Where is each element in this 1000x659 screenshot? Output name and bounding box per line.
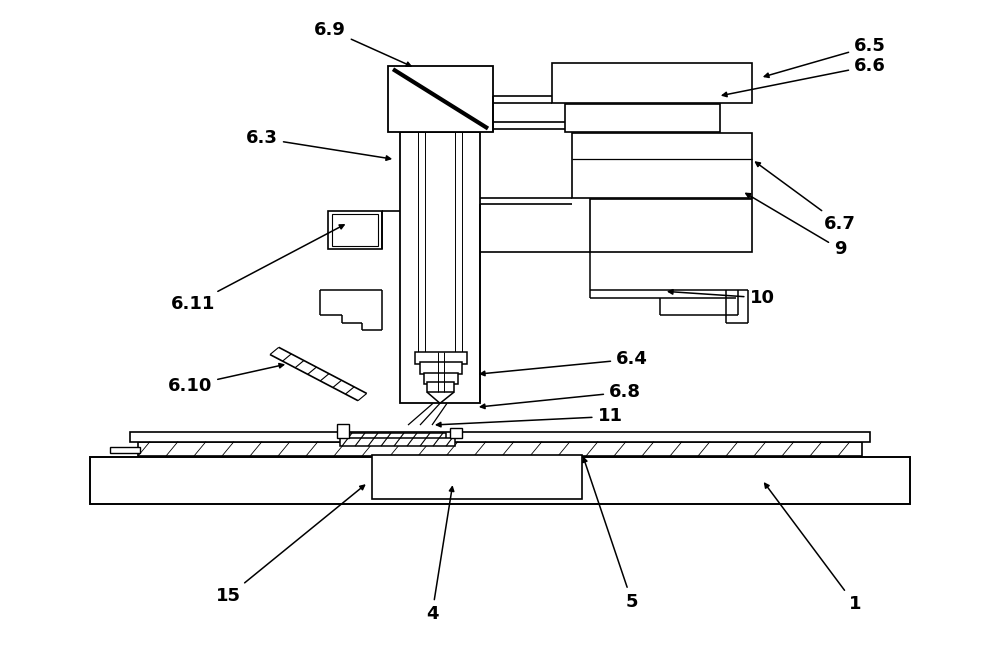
Text: 4: 4	[426, 487, 454, 623]
Text: 10: 10	[668, 289, 774, 307]
Bar	[328, 211, 382, 249]
Bar	[552, 63, 752, 103]
Text: 6.9: 6.9	[314, 20, 411, 67]
Bar	[590, 199, 752, 252]
Text: 6.5: 6.5	[764, 37, 886, 77]
Text: 6.4: 6.4	[480, 350, 648, 376]
Text: 6.6: 6.6	[722, 57, 886, 97]
Text: 11: 11	[436, 407, 622, 427]
Text: 6.8: 6.8	[480, 383, 641, 409]
Text: 1: 1	[765, 483, 861, 614]
Bar	[415, 352, 467, 364]
Bar	[420, 362, 462, 374]
Bar	[565, 104, 720, 132]
Bar	[110, 447, 140, 453]
Text: 6.7: 6.7	[756, 162, 856, 233]
Bar	[340, 438, 455, 446]
Text: 6.10: 6.10	[168, 364, 284, 395]
Bar	[427, 382, 454, 392]
Bar	[388, 66, 493, 132]
Bar	[348, 433, 446, 440]
Bar	[130, 432, 870, 442]
Bar	[138, 442, 862, 456]
Bar	[400, 132, 480, 403]
Bar	[424, 373, 458, 384]
Text: 6.11: 6.11	[171, 225, 344, 314]
Bar	[450, 428, 462, 438]
Text: 15: 15	[216, 485, 365, 606]
Text: 5: 5	[583, 457, 638, 611]
Text: 6.3: 6.3	[246, 129, 391, 160]
Bar	[337, 424, 349, 438]
Bar	[90, 457, 910, 504]
Bar	[332, 214, 378, 246]
Bar	[372, 455, 582, 499]
Text: 9: 9	[746, 193, 846, 258]
Bar	[572, 133, 752, 198]
